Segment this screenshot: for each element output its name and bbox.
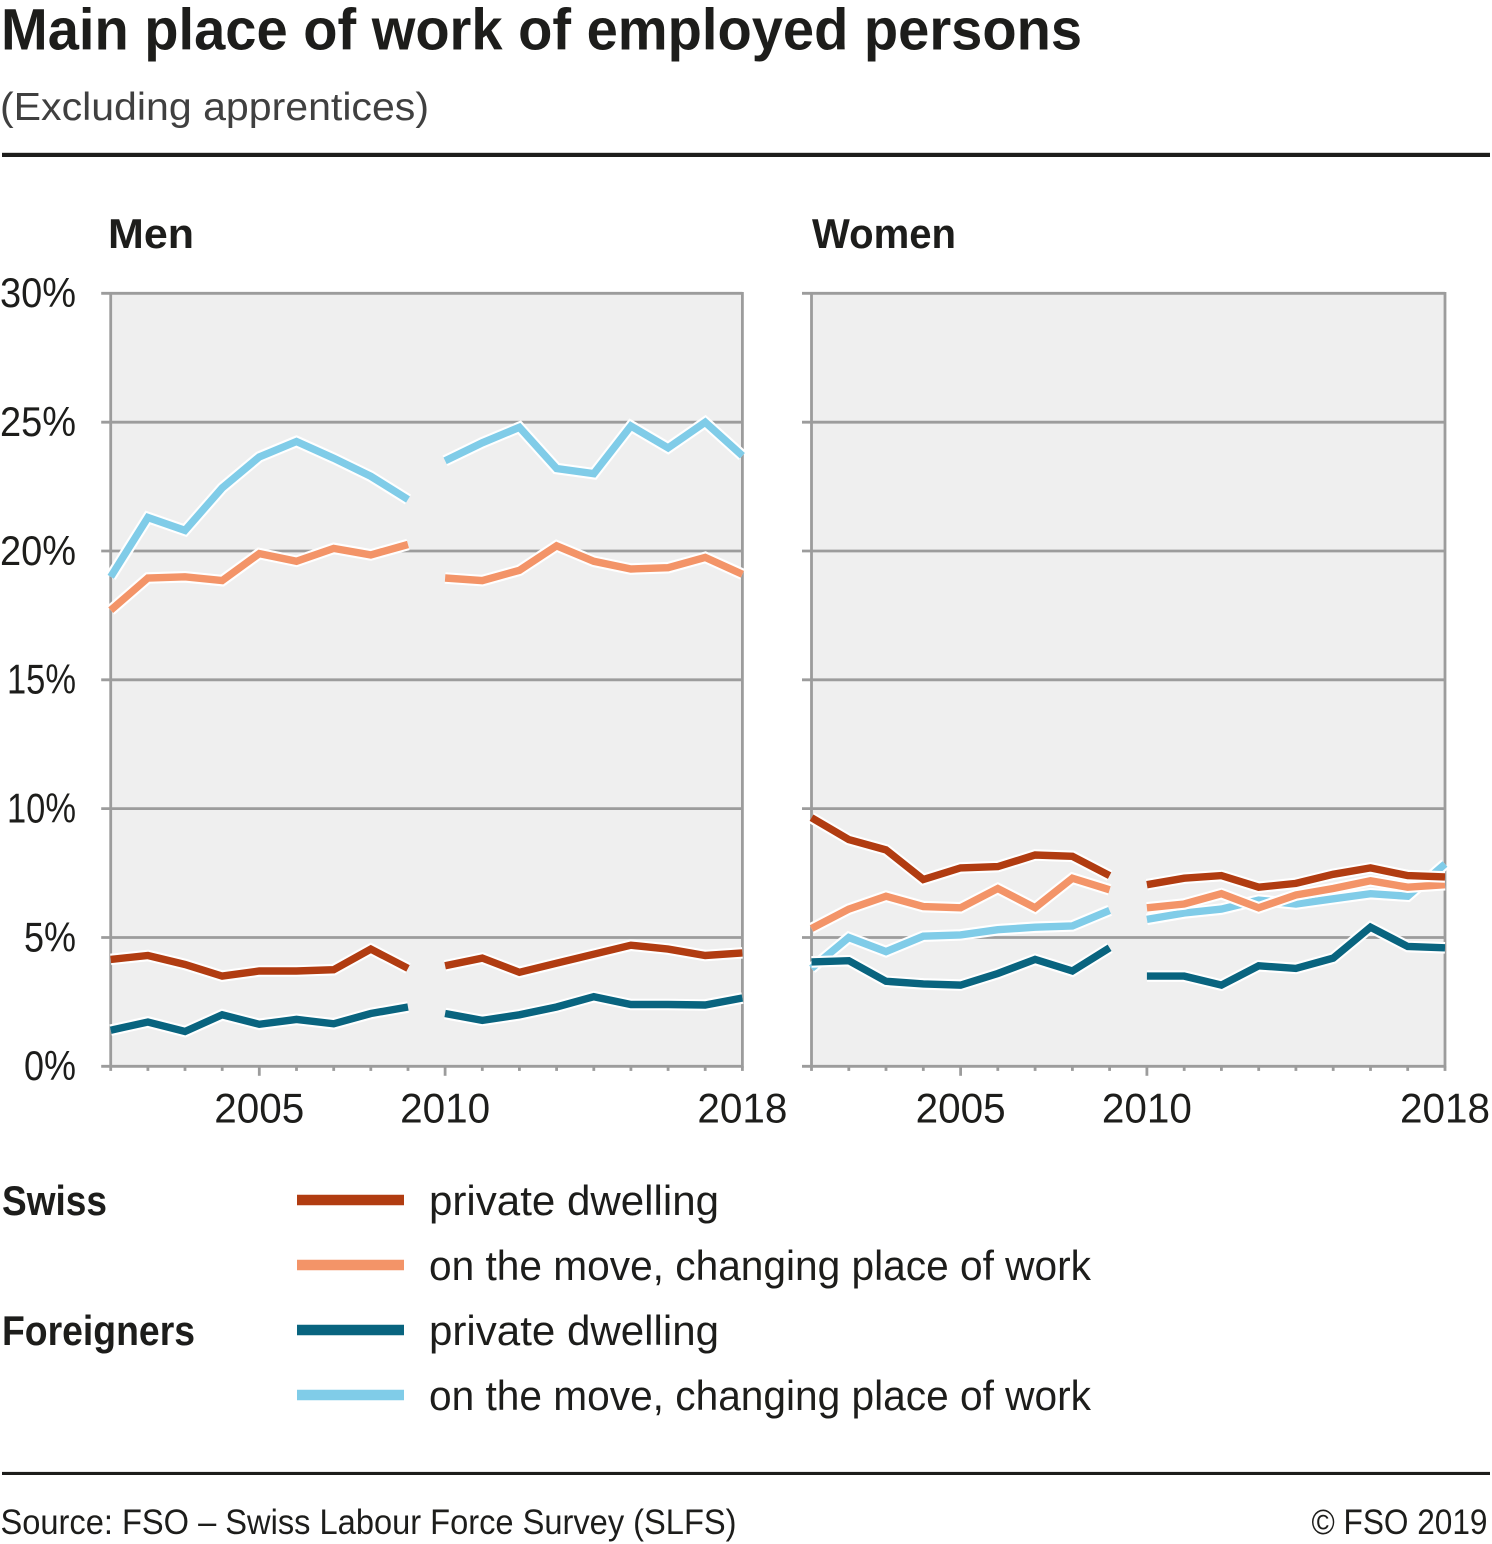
svg-text:Women: Women xyxy=(812,210,956,257)
svg-text:0%: 0% xyxy=(24,1042,76,1089)
svg-text:private dwelling: private dwelling xyxy=(429,1177,719,1224)
svg-text:Foreigners: Foreigners xyxy=(2,1307,195,1354)
svg-text:Swiss: Swiss xyxy=(2,1177,107,1224)
svg-text:2005: 2005 xyxy=(916,1085,1006,1132)
svg-text:Main place of work of employed: Main place of work of employed persons xyxy=(1,0,1082,63)
svg-text:© FSO 2019: © FSO 2019 xyxy=(1312,1503,1488,1542)
svg-text:private dwelling: private dwelling xyxy=(429,1307,719,1354)
svg-text:30%: 30% xyxy=(0,269,76,316)
svg-text:2010: 2010 xyxy=(400,1085,490,1132)
svg-text:on the move, changing place of: on the move, changing place of work xyxy=(429,1372,1092,1419)
svg-text:2018: 2018 xyxy=(1400,1085,1490,1132)
svg-text:2005: 2005 xyxy=(214,1085,304,1132)
svg-text:5%: 5% xyxy=(24,913,76,960)
svg-text:15%: 15% xyxy=(7,656,76,703)
svg-text:on the move, changing place of: on the move, changing place of work xyxy=(429,1242,1092,1289)
svg-text:2018: 2018 xyxy=(697,1085,787,1132)
svg-text:(Excluding apprentices): (Excluding apprentices) xyxy=(0,86,429,129)
svg-text:2010: 2010 xyxy=(1102,1085,1192,1132)
svg-text:Source: FSO – Swiss Labour For: Source: FSO – Swiss Labour Force Survey … xyxy=(1,1503,737,1542)
svg-text:Men: Men xyxy=(108,210,194,257)
svg-text:10%: 10% xyxy=(7,784,76,831)
svg-text:20%: 20% xyxy=(0,527,76,574)
svg-text:25%: 25% xyxy=(0,398,76,445)
